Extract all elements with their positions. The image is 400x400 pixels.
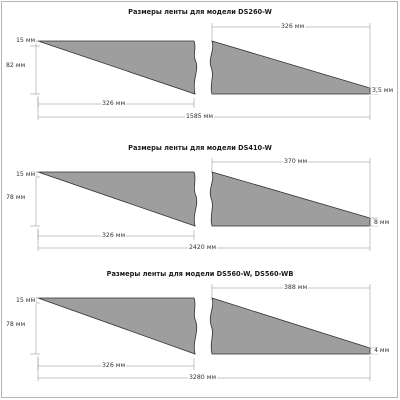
- label-right-length: 370 мм: [283, 158, 309, 166]
- section-title: Размеры ленты для модели DS260-W: [128, 8, 272, 16]
- label-total-length: 2420 мм: [188, 244, 218, 252]
- label-left-top-height: 15 мм: [15, 171, 37, 179]
- section-title: Размеры ленты для модели DS410-W: [128, 144, 272, 152]
- strip-right-piece: [209, 297, 371, 355]
- strip-left-piece: [37, 171, 198, 227]
- label-left-total-height: 78 мм: [5, 321, 27, 329]
- label-left-length: 326 мм: [101, 100, 127, 108]
- label-left-total-height: 78 мм: [5, 194, 27, 202]
- label-total-length: 3280 мм: [188, 374, 218, 382]
- label-left-length: 326 мм: [101, 232, 127, 240]
- label-total-length: 1585 мм: [185, 113, 215, 121]
- strip-left-piece: [37, 40, 198, 95]
- strip-left-piece: [37, 297, 198, 355]
- label-right-length: 388 мм: [283, 284, 309, 292]
- strip-right-piece: [209, 40, 371, 95]
- label-left-top-height: 15 мм: [15, 37, 37, 45]
- label-right-end-height: 4 мм: [373, 347, 391, 355]
- label-right-length: 326 мм: [280, 23, 306, 31]
- label-left-length: 326 мм: [101, 362, 127, 370]
- label-left-total-height: 82 мм: [5, 62, 27, 70]
- label-left-top-height: 15 мм: [15, 297, 37, 305]
- section-title: Размеры ленты для модели DS560-W, DS560-…: [106, 270, 294, 278]
- strip-right-piece: [209, 171, 371, 227]
- label-right-end-height: 8 мм: [373, 219, 391, 227]
- label-right-end-height: 3,5 мм: [371, 87, 395, 95]
